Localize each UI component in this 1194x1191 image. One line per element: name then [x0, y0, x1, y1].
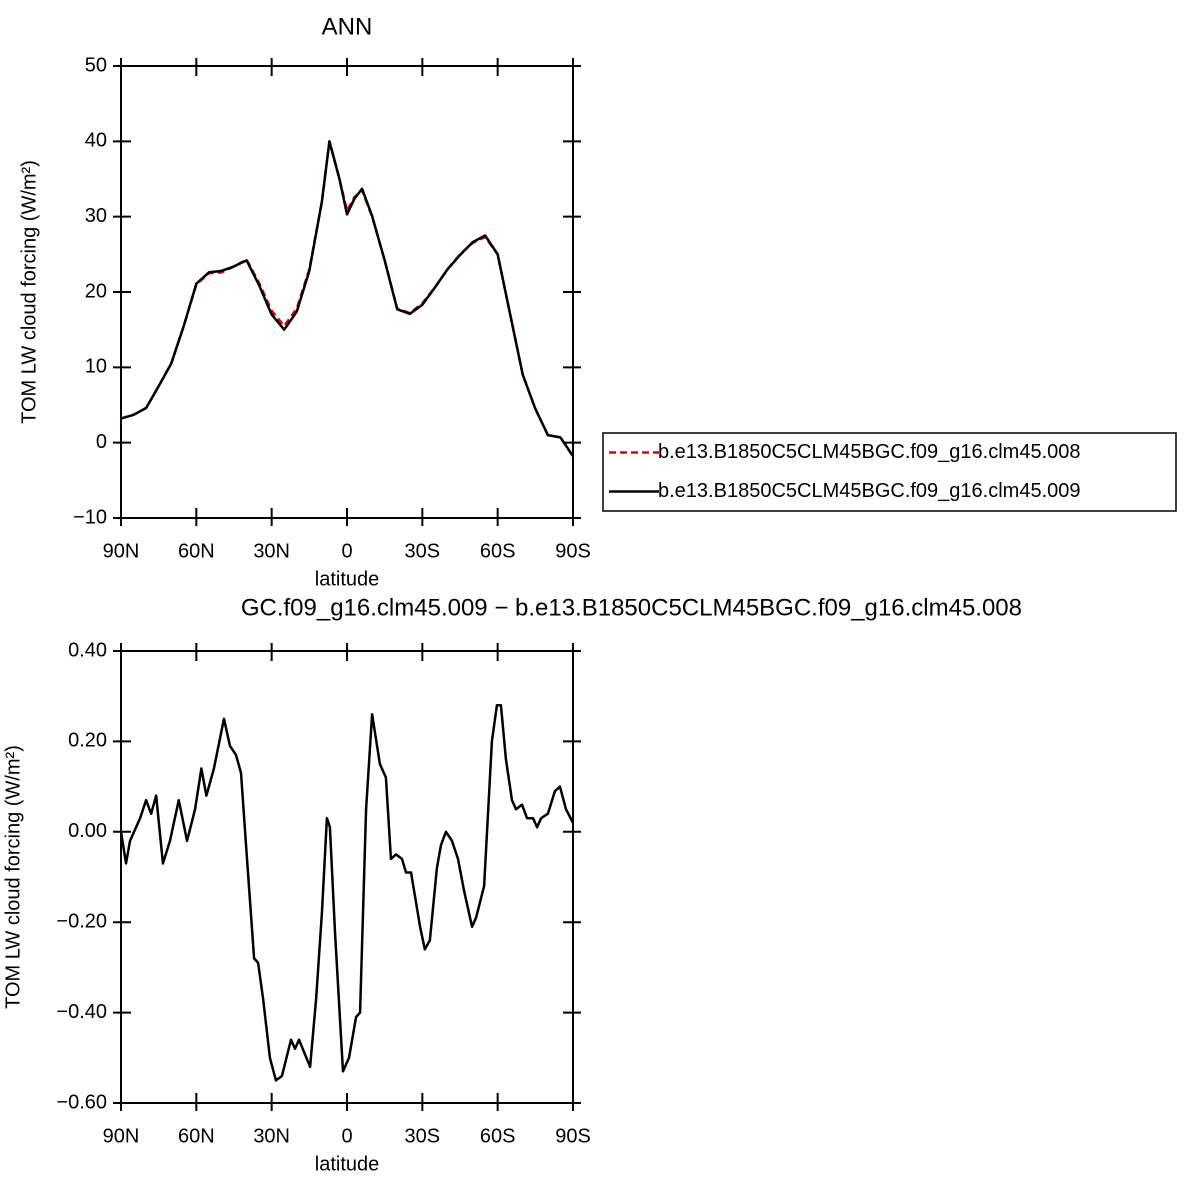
y-tick-label: 20	[85, 280, 107, 302]
x-tick-label: 30N	[253, 1125, 290, 1147]
x-axis-label: latitude	[315, 1153, 380, 1175]
data-line	[120, 140, 575, 457]
y-tick-label: 50	[85, 54, 107, 76]
legend-label: b.e13.B1850C5CLM45BGC.f09_g16.clm45.009	[658, 480, 1081, 502]
legend-label: b.e13.B1850C5CLM45BGC.f09_g16.clm45.008	[658, 441, 1081, 463]
chart-title: GC.f09_g16.clm45.009 − b.e13.B1850C5CLM4…	[241, 594, 1022, 621]
y-tick-label: 0	[96, 431, 107, 453]
plot-frame	[120, 65, 574, 519]
x-tick-label: 90S	[555, 540, 591, 562]
plot-frame	[120, 650, 574, 1104]
y-tick-label: 0.40	[68, 639, 107, 661]
y-tick-label: 0.20	[68, 730, 107, 752]
x-tick-label: 90N	[103, 540, 140, 562]
y-tick-label: −0.60	[56, 1091, 107, 1113]
x-tick-label: 60S	[480, 540, 516, 562]
x-tick-label: 0	[341, 1125, 352, 1147]
x-tick-label: 60N	[178, 540, 215, 562]
legend-box	[602, 432, 1177, 512]
chart-title: ANN	[322, 13, 373, 40]
y-tick-label: 30	[85, 205, 107, 227]
x-axis-label: latitude	[315, 568, 380, 590]
x-tick-label: 30N	[253, 540, 290, 562]
x-tick-label: 60S	[480, 1125, 516, 1147]
y-tick-label: 0.00	[68, 820, 107, 842]
y-tick-label: 40	[85, 130, 107, 152]
data-line	[120, 140, 575, 457]
x-tick-label: 30S	[405, 540, 441, 562]
y-axis-label: TOM LW cloud forcing (W/m²)	[2, 745, 24, 1009]
x-tick-label: 0	[341, 540, 352, 562]
y-tick-label: −0.20	[56, 910, 107, 932]
x-tick-label: 90S	[555, 1125, 591, 1147]
x-tick-label: 90N	[103, 1125, 140, 1147]
y-axis-label: TOM LW cloud forcing (W/m²)	[18, 160, 40, 424]
y-tick-label: 10	[85, 356, 107, 378]
x-tick-label: 30S	[405, 1125, 441, 1147]
y-tick-label: −0.40	[56, 1001, 107, 1023]
x-tick-label: 60N	[178, 1125, 215, 1147]
y-tick-label: −10	[73, 506, 107, 528]
data-line	[119, 703, 575, 1082]
